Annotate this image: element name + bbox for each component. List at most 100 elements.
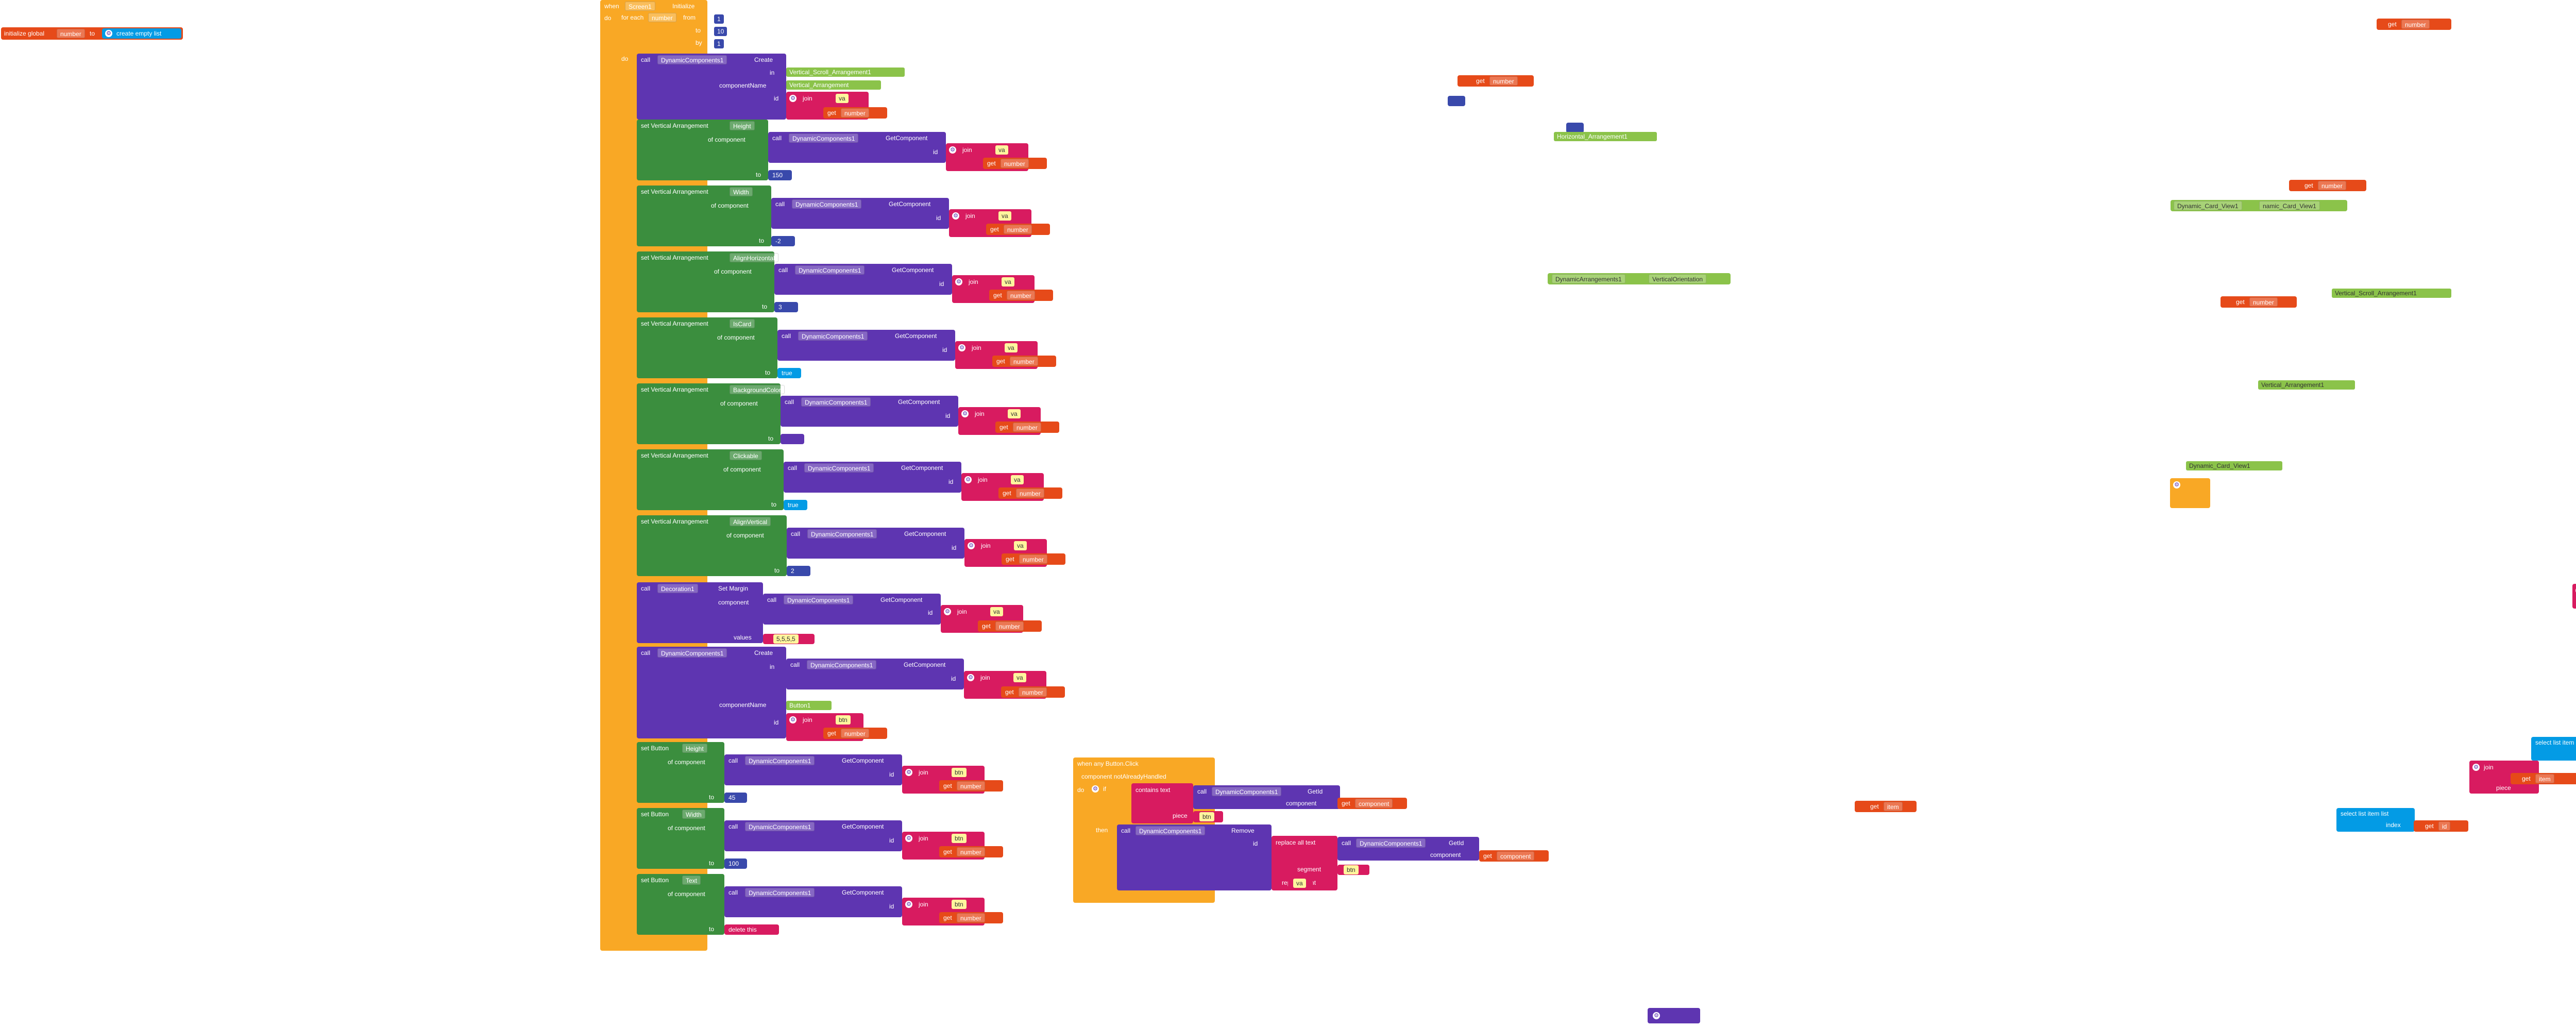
get-var[interactable]: component	[1355, 799, 1393, 808]
getcomponent-block[interactable]: call DynamicComponents1 GetComponent id	[724, 754, 902, 785]
join-text[interactable]: btn	[952, 768, 967, 777]
loose-get-id-2[interactable]: get id	[2414, 820, 2468, 832]
prop-dropdown[interactable]: AlignVertical	[730, 517, 771, 526]
to-value[interactable]: 10	[714, 27, 727, 36]
getcomponent-block[interactable]: call DynamicComponents1 GetComponent id	[781, 396, 958, 427]
replacement-text[interactable]: va	[1293, 879, 1306, 888]
get-var[interactable]: number	[1019, 687, 1047, 697]
get-var[interactable]: id	[2438, 821, 2451, 831]
initialize-global-block[interactable]: initialize global number to ⚙ create emp…	[1, 27, 183, 40]
gear-icon[interactable]: ⚙	[967, 674, 974, 681]
get-var[interactable]: number	[957, 913, 985, 922]
get-number-block[interactable]: get number	[986, 224, 1050, 235]
gear-icon[interactable]: ⚙	[105, 30, 112, 37]
dyncomp-dropdown[interactable]: DynamicComponents1	[792, 199, 862, 209]
set-button-block[interactable]: set Button Width of component to	[637, 808, 724, 869]
set-value-block[interactable]: 100	[724, 858, 747, 869]
dyncomp-dropdown[interactable]: DynamicComponents1	[789, 133, 859, 143]
get-number-block[interactable]: get number	[995, 422, 1059, 433]
join-block[interactable]: ⚙ join btn	[902, 766, 985, 794]
decoration-dropdown[interactable]: Decoration1	[657, 584, 698, 593]
dyncomp-dropdown[interactable]: DynamicComponents1	[798, 331, 868, 341]
prop-dropdown[interactable]: Height	[682, 744, 707, 753]
set-value-block[interactable]: 2	[787, 566, 810, 576]
gear-icon[interactable]: ⚙	[1653, 1012, 1660, 1019]
prop-dropdown[interactable]: AlignHorizontal	[730, 253, 778, 262]
dyncomp-dropdown[interactable]: DynamicComponents1	[745, 756, 815, 765]
join-text[interactable]: va	[1014, 541, 1027, 550]
dyncomp-dropdown[interactable]: DynamicComponents1	[807, 529, 877, 538]
set-va-block[interactable]: set Vertical Arrangement IsCard of compo…	[637, 317, 777, 378]
create-empty-list-block[interactable]: ⚙ create empty list	[102, 28, 181, 39]
set-value-block[interactable]: true	[777, 368, 801, 378]
by-value[interactable]: 1	[714, 39, 724, 48]
set-value-block[interactable]: delete this	[724, 924, 779, 935]
get-var[interactable]: number	[1019, 554, 1047, 564]
replacement-text-block[interactable]: va	[1288, 878, 1313, 888]
get-number-block[interactable]: get number	[823, 728, 887, 739]
dyncomp-dropdown[interactable]: DynamicComponents1	[804, 463, 874, 473]
join-text[interactable]: btn	[952, 834, 967, 843]
event-component[interactable]: Screen1	[625, 2, 655, 11]
gear-icon[interactable]: ⚙	[944, 608, 951, 615]
in-value-block[interactable]: Vertical_Scroll_Arrangement1	[786, 68, 905, 77]
gear-icon[interactable]: ⚙	[905, 901, 912, 908]
loose-card-view-3[interactable]: Dynamic_Card_View1	[2186, 461, 2282, 470]
gear-icon[interactable]: ⚙	[789, 716, 796, 723]
dyncomp-dropdown[interactable]: DynamicComponents1	[795, 265, 865, 275]
dyncomp-dropdown[interactable]: DynamicComponents1	[784, 595, 854, 604]
gear-icon[interactable]: ⚙	[2472, 764, 2480, 771]
get-var[interactable]: number	[957, 781, 985, 790]
get-var[interactable]: number	[2249, 297, 2278, 307]
get-var[interactable]: number	[1016, 489, 1044, 498]
loose-vsa[interactable]: Vertical_Scroll_Arrangement1	[2332, 289, 2451, 298]
select-list-item-block[interactable]: select list item list index	[2531, 737, 2576, 761]
loose-number-block-2[interactable]	[1566, 123, 1584, 133]
get-number-block[interactable]: get number	[939, 846, 1003, 857]
get-component-block[interactable]: get component	[1337, 798, 1407, 809]
gear-icon[interactable]: ⚙	[964, 476, 972, 483]
get-number-block[interactable]: get number	[939, 780, 1003, 792]
get-var[interactable]: component	[1497, 851, 1535, 861]
loose-get-item-2[interactable]: get item	[1855, 801, 1917, 812]
prop-dropdown[interactable]: BackgroundColor	[730, 385, 785, 394]
set-va-block[interactable]: set Vertical Arrangement Width of compon…	[637, 186, 771, 246]
gear-icon[interactable]: ⚙	[1092, 785, 1099, 793]
get-number-block[interactable]: get number	[939, 912, 1003, 923]
dyncomp-dropdown[interactable]: DynamicComponents1	[1356, 838, 1426, 848]
getcomponent-block[interactable]: call DynamicComponents1 GetComponent id	[724, 886, 902, 917]
dyncomp-dropdown[interactable]: DynamicComponents1	[1212, 787, 1282, 796]
join-text[interactable]: va	[995, 145, 1008, 155]
loose-if-block[interactable]: ⚙	[2170, 478, 2210, 508]
gear-icon[interactable]: ⚙	[905, 835, 912, 842]
set-value-block[interactable]: 150	[768, 170, 792, 180]
contains-text-block[interactable]: contains text piece	[1131, 783, 1193, 823]
get-var[interactable]: number	[1007, 291, 1035, 300]
dyncomp-dropdown[interactable]: DynamicComponents1	[657, 55, 727, 64]
gear-icon[interactable]: ⚙	[955, 278, 962, 285]
getcomponent-block[interactable]: call DynamicComponents1 GetComponent id	[724, 820, 902, 851]
join-text[interactable]: va	[836, 94, 849, 103]
dyncomp-dropdown[interactable]: DynamicComponents1	[807, 660, 877, 669]
get-var[interactable]: number	[2318, 181, 2346, 190]
create-va-block[interactable]: call DynamicComponents1 Create in compon…	[637, 54, 786, 120]
get-var[interactable]: number	[841, 108, 869, 117]
join-text[interactable]: btn	[836, 715, 851, 725]
gear-icon[interactable]: ⚙	[952, 212, 959, 220]
get-var[interactable]: number	[841, 729, 869, 738]
set-value-block[interactable]	[781, 434, 804, 444]
set-va-block[interactable]: set Vertical Arrangement BackgroundColor…	[637, 383, 785, 444]
create-button-block[interactable]: call DynamicComponents1 Create in compon…	[637, 647, 786, 738]
loose-va1[interactable]: Vertical_Arrangement1	[2258, 380, 2355, 390]
set-margin-block[interactable]: call Decoration1 Set Margin component va…	[637, 582, 763, 643]
loose-get-item[interactable]: get item	[2511, 773, 2576, 784]
dyncomp-dropdown[interactable]: DynamicComponents1	[745, 822, 815, 831]
from-value[interactable]: 1	[714, 14, 724, 24]
piece-text-block[interactable]: btn	[1193, 811, 1223, 822]
get-number-block[interactable]: get number	[978, 620, 1042, 632]
getid-block-2[interactable]: call DynamicComponents1 GetId component	[1337, 837, 1479, 861]
vertical-orientation[interactable]: VerticalOrientation	[1649, 274, 1707, 283]
get-number-block[interactable]: get number	[1001, 686, 1065, 698]
component-name-block[interactable]: Vertical_Arrangement	[786, 80, 881, 90]
gear-icon[interactable]: ⚙	[789, 95, 796, 102]
